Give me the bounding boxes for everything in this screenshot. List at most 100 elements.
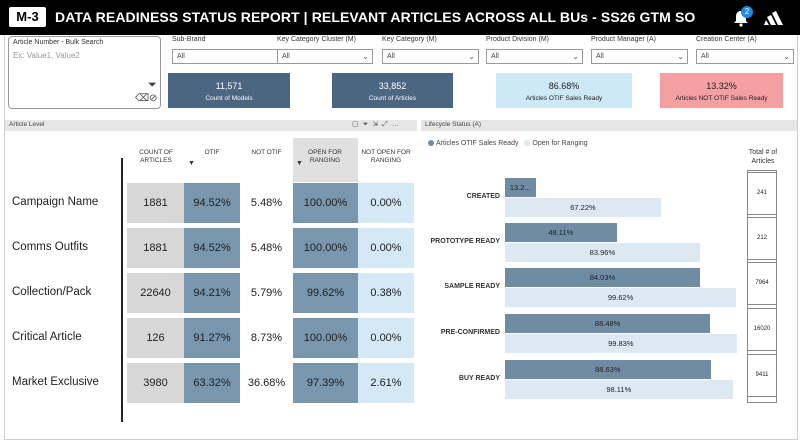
article-level-header: Article Level [5,120,417,131]
total-articles-value: 9411 [747,354,777,397]
chevron-down-icon: ⌄ [362,52,369,61]
slicer-label: Key Category (M) [382,36,437,43]
col-not-otif[interactable]: NOT OTIF [251,149,282,156]
bar-otif-sales-ready[interactable]: 88.63% [505,360,711,379]
table-cell: 100.00% [293,183,358,223]
category-label: PRE-CONFIRMED [440,329,500,336]
slicer-label: Product Manager (A) [591,36,656,43]
notification-badge: 2 [741,6,753,18]
slicer-value: All [282,53,290,60]
article-number-label: Article Number - Bulk Search [13,39,104,46]
table-cell: 22640 [127,273,184,313]
bar-otif-sales-ready[interactable]: 48.11% [505,223,617,242]
table-cell: 91.27% [184,318,240,358]
row-label: Collection/Pack [12,286,92,298]
eraser-icon[interactable]: ⌫ [135,93,150,104]
bar-open-for-ranging[interactable]: 99.83% [505,334,737,353]
table-cell: 97.39% [293,363,358,403]
legend-dot [428,140,434,147]
col-open-for-ranging[interactable]: OPEN FOR RANGING [308,149,342,164]
slicer-key-category-cluster[interactable]: Key Category Cluster (M) All ⌄ [277,36,373,66]
bar-open-for-ranging[interactable]: 83.96% [505,243,700,262]
table-cell: 0.00% [358,183,414,223]
sort-arrow-icon[interactable]: ▼ [296,160,303,167]
sort-arrow-icon[interactable]: ▼ [188,160,195,167]
bar-open-for-ranging[interactable]: 99.62% [505,288,737,307]
table-cell: 5.79% [240,273,293,313]
legend-dot [524,140,531,147]
row-label: Market Exclusive [12,376,99,388]
slicer-key-category[interactable]: Key Category (M) All ⌄ [382,36,479,66]
chevron-down-icon: ⌄ [468,52,475,61]
table-cell: 94.21% [184,273,240,313]
total-articles-value: 7964 [747,262,777,305]
sorted-column-highlight [293,138,358,182]
filter-icon[interactable]: ⏷ [148,79,157,91]
table-cell: 0.00% [358,318,414,358]
row-label: Comms Outfits [12,241,89,253]
table-cell: 126 [127,318,184,358]
slicer-creation-center[interactable]: Creation Center (A) All ⌄ [696,36,794,66]
table-cell: 94.52% [184,228,240,268]
slicer-dropdown[interactable]: All⌄ [172,49,290,64]
clear-filter-icon[interactable]: ⊘ [149,93,158,104]
table-cell: 94.52% [184,183,240,223]
slicer-value: All [387,53,395,60]
article-number-input[interactable]: Ex: Value1, Value2 [13,51,80,60]
kpi-value: 33,852 [378,81,407,91]
col-count-of-articles[interactable]: COUNT OF ARTICLES [139,149,173,164]
total-articles-value: 241 [747,172,777,215]
legend-item[interactable]: Open for Ranging [532,140,588,147]
report-frame [4,35,798,440]
slicer-dropdown[interactable]: All ⌄ [382,49,479,64]
slicer-sub-brand[interactable]: Sub-Brand All⌄ [172,36,290,66]
table-cell: 1881 [127,228,184,268]
filter-icon[interactable]: ⏷ [362,121,373,128]
slicer-dropdown[interactable]: All⌄ [696,49,794,64]
chart-legend: Articles OTIF Sales Ready Open for Rangi… [428,140,588,147]
copy-icon[interactable]: ▢ [352,121,363,128]
slicer-value: All [177,53,185,60]
table-cell: 100.00% [293,228,358,268]
kpi-not-otif-sales-ready: 13.32% Articles NOT OTIF Sales Ready [660,73,783,108]
report-title: DATA READINESS STATUS REPORT | RELEVANT … [55,9,696,25]
bar-otif-sales-ready[interactable]: 13.2... [505,178,536,197]
chevron-down-icon: ⌄ [572,52,579,61]
slicer-product-division[interactable]: Product Division (M) All ⌄ [486,36,583,66]
lifecycle-status-header: Lifecycle Status (A) [421,120,797,131]
slicer-dropdown[interactable]: All⌄ [486,49,583,64]
category-label: PROTOTYPE READY [430,238,501,245]
pin-icon[interactable]: ⇲ [372,121,383,128]
table-divider [121,158,123,422]
category-label: CREATED [466,193,500,200]
total-articles-header: Total # of Articles [748,149,778,165]
table-cell: 100.00% [293,318,358,358]
slicer-dropdown[interactable]: All ⌄ [277,49,373,64]
slicer-product-manager[interactable]: Product Manager (A) All ⌄ [591,36,688,66]
kpi-value: 86.68% [548,81,580,91]
bar-otif-sales-ready[interactable]: 88.48% [505,314,711,333]
slicer-label: Creation Center (A) [696,36,757,43]
col-otif[interactable]: OTIF [204,149,220,156]
legend-item[interactable]: Articles OTIF Sales Ready [436,140,519,147]
table-cell: 0.00% [358,228,414,268]
focus-mode-icon[interactable]: ⤢ [382,121,392,128]
table-cell: 36.68% [240,363,293,403]
row-label: Campaign Name [12,196,99,208]
table-cell: 8.73% [240,318,293,358]
bar-otif-sales-ready[interactable]: 84.03% [505,268,700,287]
table-cell: 0.38% [358,273,414,313]
bar-open-for-ranging[interactable]: 67.22% [505,198,661,217]
chevron-down-icon: ⌄ [783,52,790,61]
more-options-icon[interactable]: … [391,121,403,128]
col-not-open-for-ranging[interactable]: NOT OPEN FOR RANGING [361,149,411,164]
category-label: BUY READY [458,375,500,382]
table-cell: 3980 [127,363,184,403]
adidas-logo-icon [764,11,783,25]
slicer-dropdown[interactable]: All⌄ [591,49,688,64]
visual-header-icons[interactable]: ▢⏷⇲⤢… [352,120,403,129]
article-number-search[interactable]: Article Number - Bulk Search Ex: Value1,… [8,36,161,109]
total-articles-value: 16020 [747,308,777,351]
row-label: Critical Article [12,331,82,343]
bar-open-for-ranging[interactable]: 98.11% [505,380,733,399]
